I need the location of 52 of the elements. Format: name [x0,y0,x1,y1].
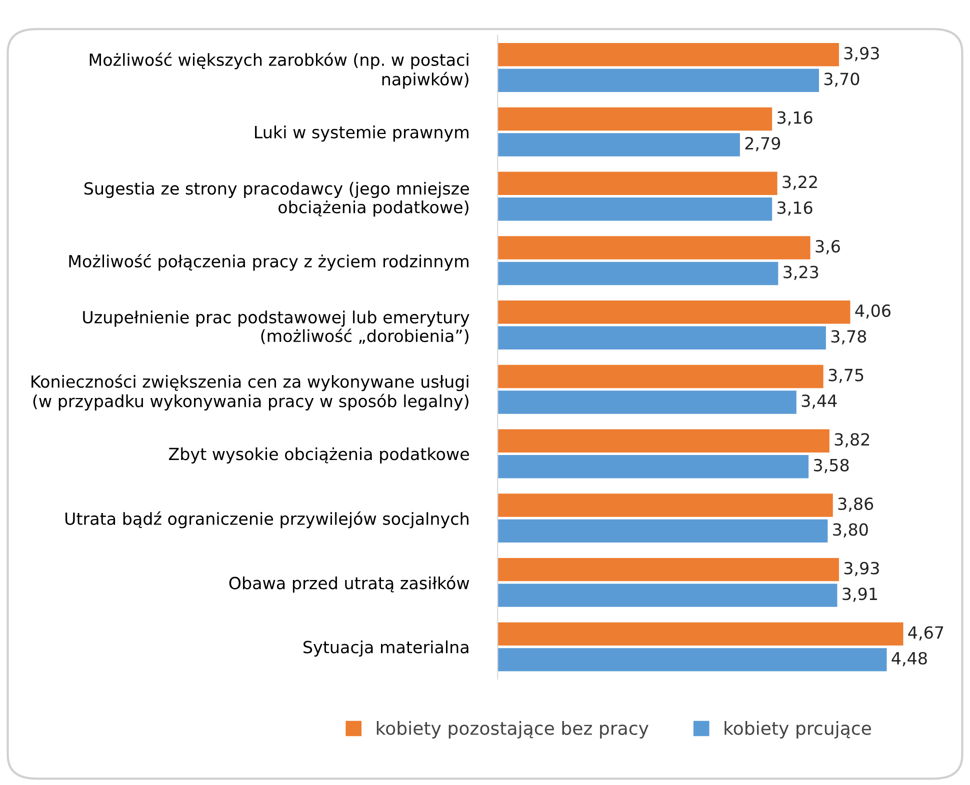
y-tick-label: Sytuacja materialna [304,640,468,657]
bar [498,107,772,131]
data-label: 3,58 [814,458,849,474]
data-label: 3,93 [844,46,879,62]
bar [498,68,819,92]
data-label: 2,79 [745,136,780,152]
bar [498,262,778,286]
legend-label: kobiety pozostające bez pracy [376,721,648,738]
bar [498,172,778,195]
data-label: 3,70 [824,72,860,87]
data-label: 3,91 [842,588,877,602]
bar [498,429,830,452]
data-label: 3,78 [831,330,866,344]
data-label: 3,82 [834,433,870,448]
bar [498,236,810,260]
bar [498,300,850,324]
data-label: 3,80 [833,523,868,538]
data-label: 3,86 [838,497,874,512]
data-label: 3,16 [778,111,812,126]
y-tick-label: Utrata bądź ograniczenie przywilejów socjalnych [65,511,468,528]
bar [498,558,839,582]
bar [498,584,838,607]
bar [498,390,796,414]
bar [498,198,772,221]
data-label: 4,48 [892,652,927,666]
data-label: 3,93 [844,562,879,576]
y-tick-label: Obawa przed utratą zasiłków [229,576,470,593]
y-tick-label: Luki w systemie prawnym [255,126,468,142]
data-label: 3,6 [816,240,840,254]
data-label: 4,06 [855,304,890,319]
bar [498,133,740,156]
bar [498,494,833,517]
bar [498,43,839,66]
data-label: 4,67 [908,626,944,640]
bar [498,326,826,350]
y-tick-label: Sugestia ze strony pracodawcy (jego mniejsze obciążenia podatkowe) [84,182,469,217]
bar [498,622,904,646]
y-tick-label: Uzupełnienie prac podstawowej lub emerytury (możliwość „dorobienia”) [83,310,470,344]
y-tick-label: Możliwość większych zarobków (np. w postaci napiwków) [90,52,468,89]
legend-label: kobiety prcujące [724,721,871,738]
bar [498,455,809,478]
y-tick-label: Zbyt wysokie obciążenia podatkowe [168,447,469,464]
data-label: 3,23 [784,266,818,280]
bar [498,364,824,388]
y-tick-label: Konieczności zwiększenia cen za wykonywane usługi (w przypadku wykonywania pracy w sposób legalny) [32,374,468,411]
data-label: 3,75 [828,368,864,384]
y-tick-label: Możliwość połączenia pracy z życiem rodzinnym [69,254,468,271]
bar [498,648,887,672]
data-label: 3,16 [778,201,812,216]
bar [498,519,828,543]
data-label: 3,44 [802,394,837,409]
data-label: 3,22 [782,176,817,190]
